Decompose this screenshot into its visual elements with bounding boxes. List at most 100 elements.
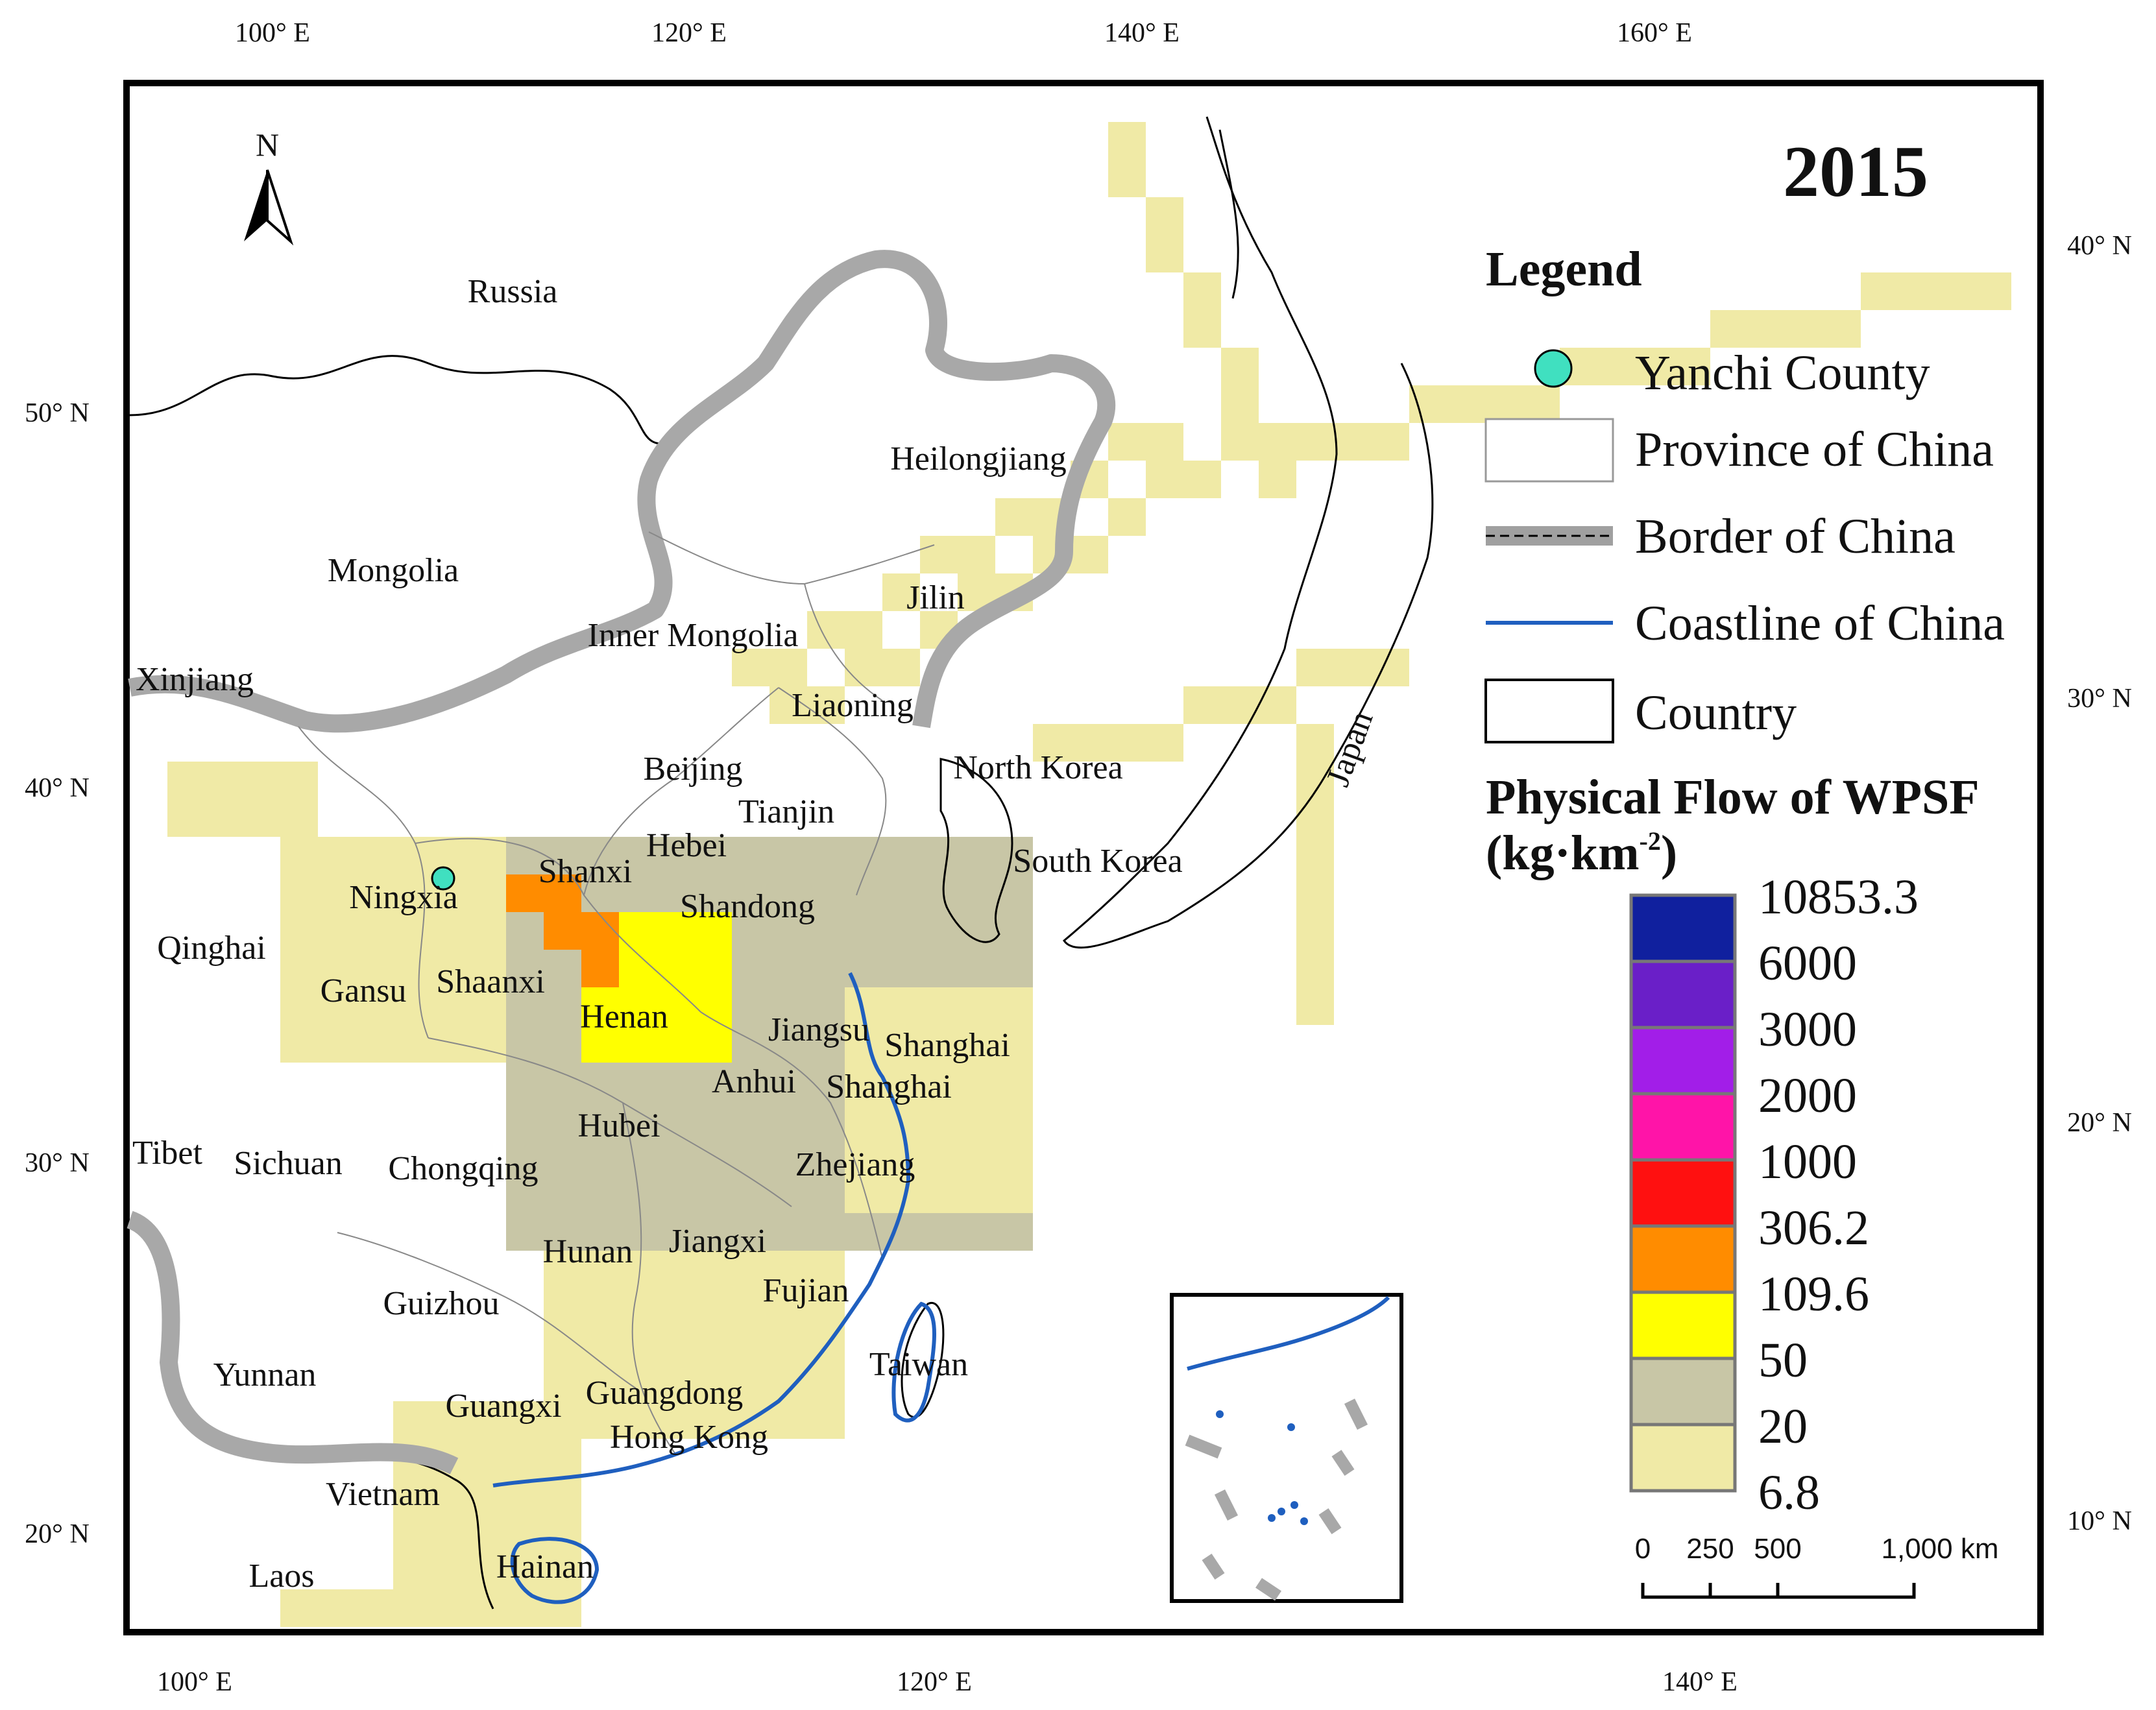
province-label: Hainan	[496, 1548, 594, 1585]
flow-grid-cell	[1334, 423, 1372, 461]
flow-grid-cell	[958, 987, 995, 1025]
flow-grid-cell	[1221, 423, 1259, 461]
flow-grid-cell	[1183, 310, 1221, 348]
flow-grid-cell	[167, 762, 205, 799]
flow-unit-main: (kg·km	[1486, 826, 1640, 880]
legend-symbol-country	[1484, 679, 1614, 743]
taiwan-coastline	[891, 1301, 936, 1423]
flow-grid-cell	[657, 874, 694, 912]
flow-grid-cell	[807, 874, 845, 912]
flow-grid-cell	[769, 1326, 807, 1364]
flow-grid-cell	[544, 1401, 581, 1439]
flow-grid-cell	[769, 1401, 807, 1439]
province-outline-layer	[298, 531, 935, 1454]
flow-grid-cell	[807, 1251, 845, 1288]
flow-grid-cell	[468, 987, 506, 1025]
flow-grid-cell	[732, 837, 769, 874]
flow-grid-cell	[807, 1100, 845, 1138]
korea-peninsula-outline	[939, 758, 1013, 943]
flow-grid-cell	[544, 1138, 581, 1175]
flow-grid-cell	[205, 762, 243, 799]
flow-grid-cell	[581, 1364, 619, 1401]
flow-grid-cell	[280, 1025, 318, 1063]
year-title: 2015	[1783, 132, 1928, 212]
flow-grid-cell	[958, 950, 995, 987]
flow-grid-cell	[732, 1326, 769, 1364]
province-label: Jilin	[906, 579, 965, 616]
flow-grid-cell	[694, 1175, 732, 1213]
flow-grid-cell	[657, 1138, 694, 1175]
flow-grid-cell	[1484, 385, 1522, 423]
province-label: Fujian	[763, 1272, 849, 1309]
flow-grid-cell	[845, 874, 882, 912]
flow-grid-cell	[958, 1063, 995, 1100]
flow-grid-cell	[205, 799, 243, 837]
flow-grid-cell	[882, 573, 920, 611]
flow-grid-cell	[581, 1401, 619, 1439]
color-break-label: 306.2	[1758, 1201, 1869, 1255]
flow-grid-cell	[1296, 724, 1334, 762]
hainan-coastline	[510, 1537, 600, 1604]
province-label: Tibet	[132, 1135, 202, 1172]
flow-grid-cell	[657, 950, 694, 987]
flow-grid-cell	[393, 950, 431, 987]
flow-grid-cell	[732, 1288, 769, 1326]
flow-grid-cell	[619, 1175, 657, 1213]
color-ramp-swatch	[1629, 1423, 1737, 1493]
flow-grid-cell	[506, 912, 544, 950]
province-label: Liaoning	[792, 687, 914, 724]
flow-grid-cell	[318, 912, 356, 950]
flow-grid-cell	[920, 1025, 958, 1063]
flow-grid-cell	[807, 1138, 845, 1175]
flow-grid-cell	[769, 874, 807, 912]
flow-grid-cell	[920, 1175, 958, 1213]
flow-grid-cell	[769, 837, 807, 874]
svg-text:N: N	[256, 126, 279, 163]
province-label: Gansu	[321, 972, 407, 1009]
right-lat-label: 10° N	[2067, 1506, 2132, 1536]
flow-grid-cell	[807, 1401, 845, 1439]
flow-grid-cell	[958, 1025, 995, 1063]
flow-grid-cell	[1296, 912, 1334, 950]
province-labels: Heilongjiang Jilin Inner Mongolia Liaoni…	[132, 440, 1067, 1585]
flow-grid-cell	[807, 912, 845, 950]
flow-grid-cell	[845, 1138, 882, 1175]
flow-grid-cell	[581, 874, 619, 912]
color-break-label: 1000	[1758, 1135, 1857, 1189]
flow-grid-cell	[506, 1589, 544, 1627]
flow-grid-cell	[657, 1401, 694, 1439]
flow-grid-cell	[506, 1138, 544, 1175]
flow-grid-cell	[581, 987, 619, 1025]
flow-grid-cell	[995, 1213, 1033, 1251]
color-ramp-swatch	[1629, 1290, 1737, 1360]
right-lat-label: 20° N	[2067, 1108, 2132, 1138]
flow-grid-cell	[1108, 122, 1146, 160]
coordinate-labels: 100° E 120° E 140° E 160° E 100° E 120° …	[25, 18, 2132, 1697]
legend-item-label: Coastline of China	[1635, 596, 2005, 651]
scale-label: 1,000 km	[1882, 1533, 1999, 1565]
inset-map	[1170, 1293, 1403, 1603]
flow-grid-cell	[694, 1364, 732, 1401]
flow-grid-cell	[619, 837, 657, 874]
flow-grid-cell	[581, 1326, 619, 1364]
flow-grid-cell	[732, 649, 769, 686]
province-label: Hubei	[577, 1107, 660, 1144]
flow-grid-cell	[1146, 724, 1183, 762]
flow-grid-cell	[619, 1401, 657, 1439]
scale-label: 250	[1686, 1533, 1734, 1565]
legend: Legend Yanchi County Province of China B…	[1484, 242, 2005, 1520]
flow-grid-cell	[769, 950, 807, 987]
flow-grid-cell	[318, 987, 356, 1025]
flow-grid-cell	[657, 1288, 694, 1326]
flow-grid-cell	[619, 987, 657, 1025]
flow-grid-cell	[544, 1476, 581, 1514]
province-label: Anhui	[712, 1063, 796, 1100]
scale-label: 0	[1635, 1533, 1651, 1565]
flow-grid-cell	[995, 912, 1033, 950]
sakhalin-outline	[1218, 129, 1239, 299]
flow-grid-cell	[694, 1288, 732, 1326]
country-label: Russia	[468, 273, 558, 310]
flow-grid-cell	[318, 950, 356, 987]
flow-grid-cell	[506, 950, 544, 987]
color-ramp-swatch	[1629, 1158, 1737, 1228]
